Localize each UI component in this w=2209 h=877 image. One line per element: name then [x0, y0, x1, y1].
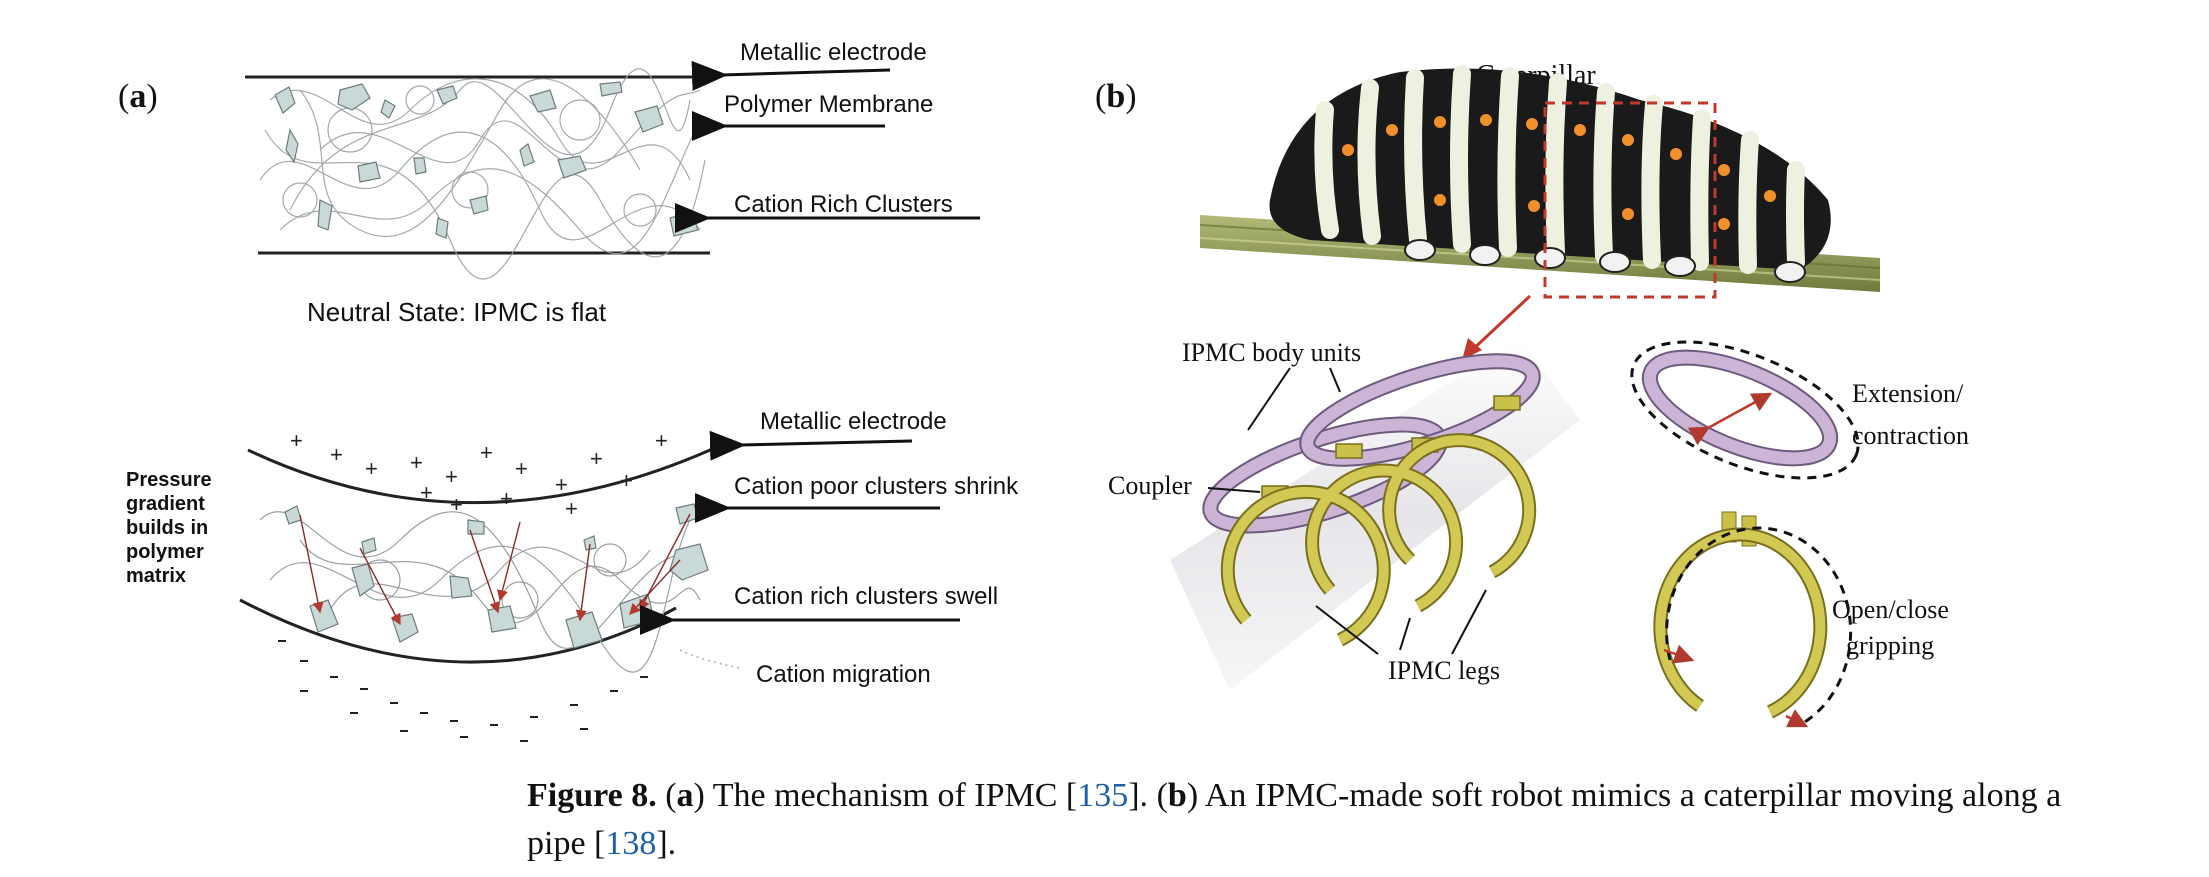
gripping-illustration [1653, 511, 1853, 728]
svg-text:+: + [555, 472, 568, 497]
svg-text:+: + [620, 468, 633, 493]
extension-label-line-2: contraction [1852, 421, 1969, 450]
positive-ions: +++ +++ +++ +++ +++ [290, 428, 668, 521]
svg-text:+: + [515, 456, 528, 481]
pressure-note: Pressure gradient builds in polymer matr… [126, 469, 212, 587]
bent-electrode-label: Metallic electrode [760, 408, 947, 435]
svg-text:+: + [480, 440, 493, 465]
svg-text:+: + [655, 428, 668, 453]
svg-text:polymer: polymer [126, 541, 204, 563]
neutral-electrode-label: Metallic electrode [740, 39, 927, 66]
caption-part-b: (b) An IPMC-made soft robot mimics a cat… [527, 777, 2062, 862]
svg-text:builds in: builds in [126, 517, 208, 539]
coupler-label: Coupler [1108, 471, 1192, 500]
body-units-label: IPMC body units [1182, 338, 1361, 367]
bent-membrane: +++ +++ +++ +++ +++ [239, 428, 741, 742]
reference-link-138[interactable]: 138 [605, 825, 657, 862]
svg-text:+: + [445, 464, 458, 489]
extension-illustration [1630, 340, 1860, 480]
svg-text:+: + [450, 492, 463, 517]
panel-b-label: (b) [1095, 78, 1137, 115]
cation-clusters [274, 81, 699, 239]
cation-migration-label: Cation migration [756, 661, 931, 688]
bent-polymer-chains [259, 511, 701, 673]
bent-clusters [284, 503, 709, 649]
neutral-state-caption: Neutral State: IPMC is flat [307, 297, 607, 327]
figure-caption: Figure 8. (a) The mechanism of IPMC [135… [527, 772, 2107, 868]
zoom-arrow [1468, 294, 1532, 354]
gripping-label-line-2: gripping [1846, 631, 1934, 660]
extension-label-line-1: Extension/ [1852, 379, 1964, 408]
neutral-membrane-label: Polymer Membrane [724, 91, 933, 118]
caterpillar-photo [1199, 65, 1881, 299]
cation-poor-label: Cation poor clusters shrink [734, 473, 1019, 500]
negative-ions [278, 640, 648, 742]
cation-rich-label: Cation rich clusters swell [734, 583, 998, 610]
polymer-chains [259, 68, 706, 280]
svg-text:+: + [420, 480, 433, 505]
panel-a-label: (a) [118, 78, 158, 115]
svg-text:+: + [565, 496, 578, 521]
highlight-box [1543, 101, 1717, 299]
svg-text:+: + [590, 446, 603, 471]
svg-text:Pressure: Pressure [126, 469, 212, 491]
caption-part-a: (a) The mechanism of IPMC [135]. [665, 777, 1149, 814]
migration-arrows [299, 513, 691, 626]
reference-link-135[interactable]: 135 [1077, 777, 1129, 814]
svg-text:+: + [330, 442, 343, 467]
svg-text:+: + [500, 486, 513, 511]
svg-text:+: + [290, 428, 303, 453]
figure-number: Figure 8. [527, 777, 657, 814]
svg-text:matrix: matrix [126, 565, 186, 587]
svg-text:gradient: gradient [126, 493, 205, 515]
svg-text:+: + [410, 450, 423, 475]
neutral-membrane [245, 68, 710, 280]
legs-label: IPMC legs [1388, 656, 1500, 685]
svg-text:+: + [365, 456, 378, 481]
neutral-clusters-label: Cation Rich Clusters [734, 191, 953, 218]
gripping-label-line-1: Open/close [1832, 595, 1949, 624]
